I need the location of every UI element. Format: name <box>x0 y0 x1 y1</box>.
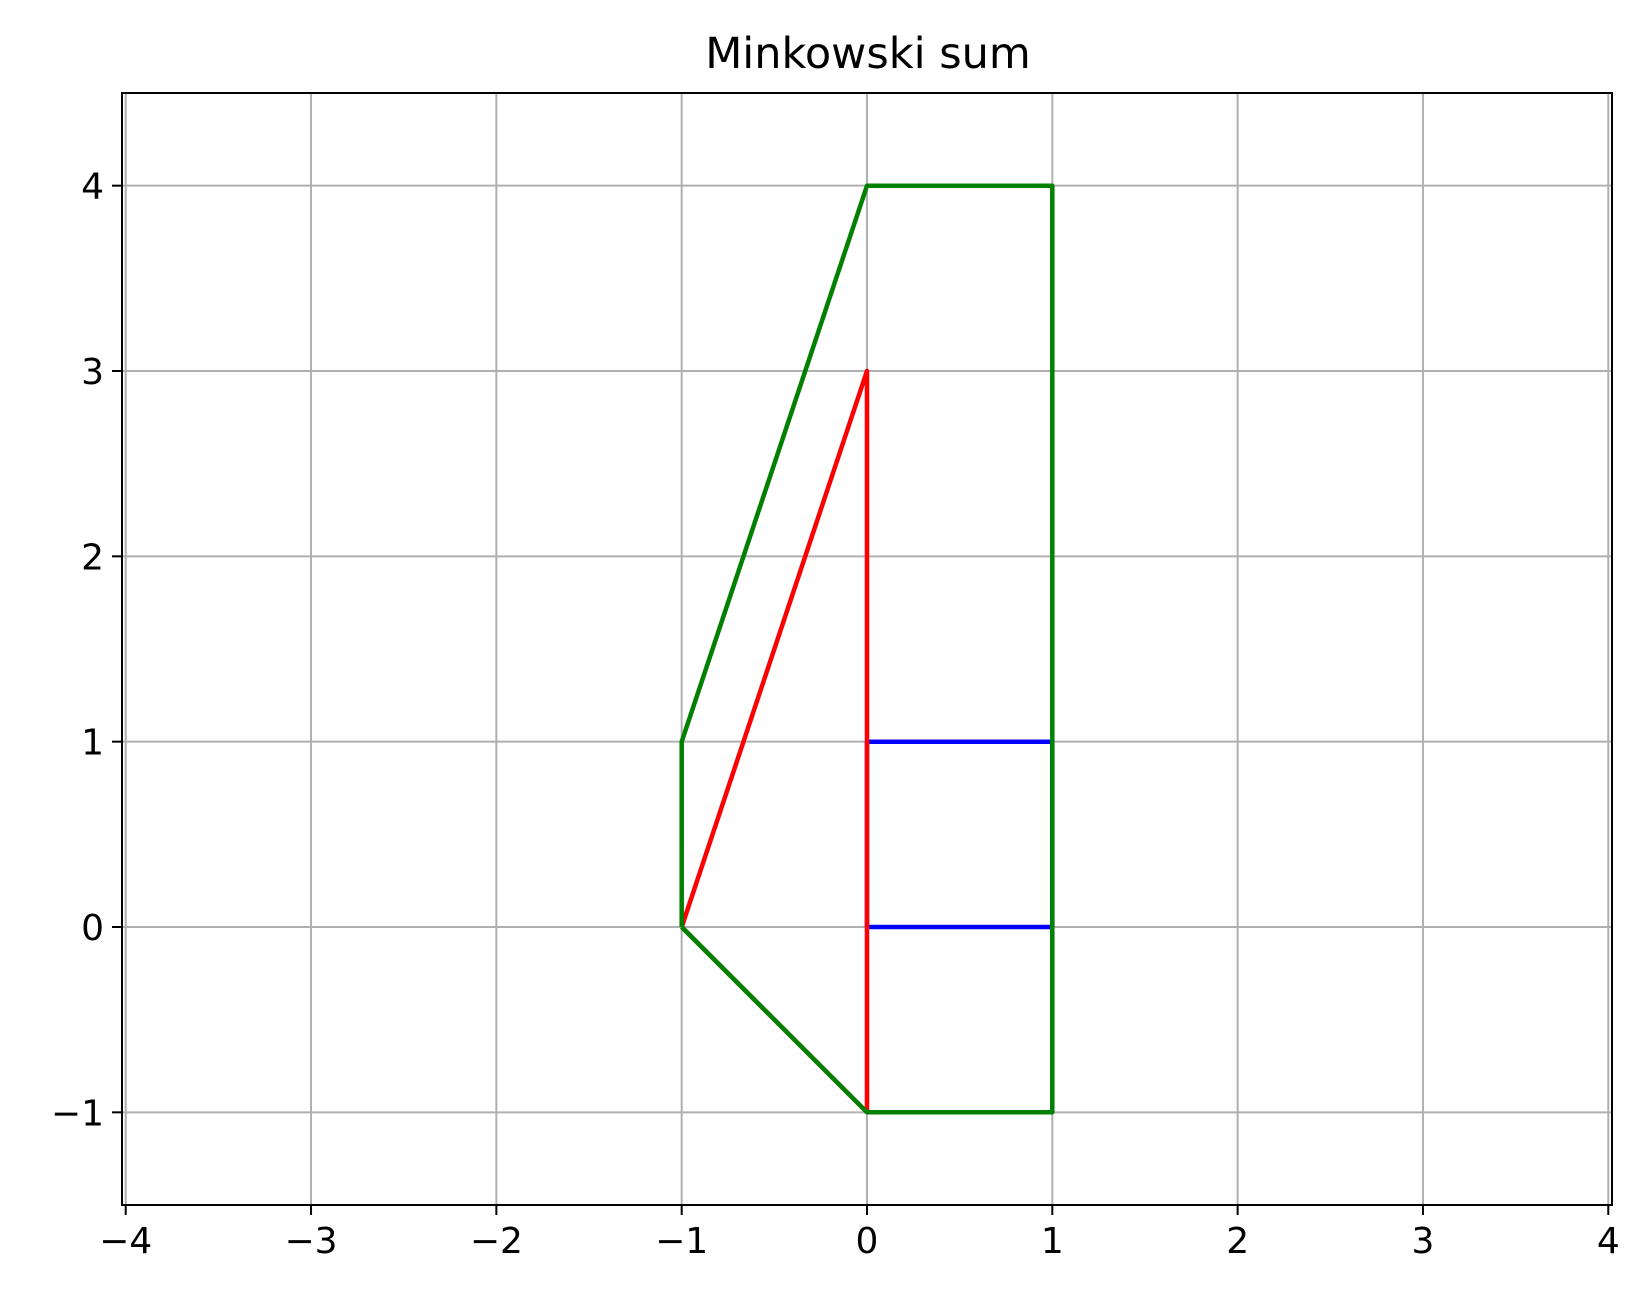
y-tick-label: 1 <box>81 723 104 764</box>
series-layer <box>679 183 1055 1115</box>
x-tick-label: 1 <box>1041 1221 1064 1262</box>
x-tick-label: −2 <box>470 1221 523 1262</box>
x-tick-label: −3 <box>284 1221 337 1262</box>
y-tick-label: 0 <box>81 908 104 949</box>
tick-layer: −4 −3 −2 −1 0 1 2 3 4 −1 0 1 2 3 4 <box>51 167 1620 1262</box>
series-line-1 <box>864 739 1055 930</box>
y-tick-label: −1 <box>51 1093 104 1134</box>
x-tick-label: 2 <box>1226 1221 1249 1262</box>
x-tick-label: 0 <box>856 1221 879 1262</box>
x-tick-label: 3 <box>1412 1221 1435 1262</box>
x-tick-label: −4 <box>99 1221 152 1262</box>
y-tick-label: 2 <box>81 537 104 578</box>
series-line-3 <box>679 183 1055 1115</box>
y-tick-label: 4 <box>81 167 104 208</box>
chart-title: Minkowski sum <box>705 29 1031 79</box>
x-tick-label: 4 <box>1597 1221 1620 1262</box>
x-tick-label: −1 <box>655 1221 708 1262</box>
y-tick-label: 3 <box>81 352 104 393</box>
